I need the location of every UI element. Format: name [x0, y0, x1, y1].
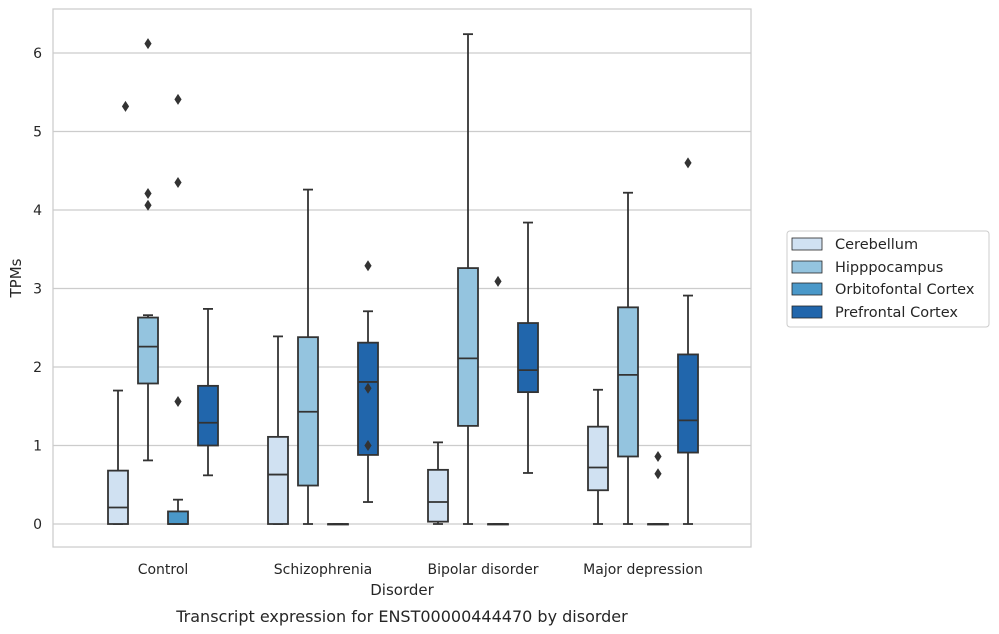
x-tick-label-major-depression: Major depression: [583, 562, 703, 578]
y-tick-labels: 0 1 2 3 4 5 6: [33, 46, 42, 533]
x-tick-label-control: Control: [138, 562, 189, 578]
box-bipolar-disorder-prefrontal-cortex-iqr: [517, 322, 539, 394]
grid-layer: [53, 52, 751, 525]
box-control-hipppocampus-flier-1: [144, 188, 152, 200]
box-control-hipppocampus-flier-2: [144, 38, 152, 50]
y-tick-label-6: 6: [33, 46, 42, 62]
box-schizophrenia-hipppocampus: [297, 188, 319, 525]
box-schizophrenia-cerebellum: [267, 335, 289, 525]
box-schizophrenia-cerebellum-iqr: [267, 435, 289, 525]
x-axis-title: Disorder: [370, 581, 434, 599]
box-control-hipppocampus-iqr: [137, 316, 159, 385]
box-control-hipppocampus: [137, 38, 159, 462]
box-major-depression-prefrontal-cortex-flier-0: [684, 157, 692, 169]
box-schizophrenia-prefrontal-cortex-flier-2: [364, 260, 372, 272]
box-control-orbitofontal-cortex-flier-1: [174, 177, 182, 189]
box-major-depression-cerebellum-iqr: [587, 425, 609, 492]
box-bipolar-disorder-hipppocampus: [457, 33, 479, 525]
legend-label-hipppocampus: Hipppocampus: [835, 260, 943, 276]
box-major-depression-orbitofontal-cortex-flier-1: [654, 450, 662, 462]
box-schizophrenia-prefrontal-cortex-iqr: [357, 341, 379, 456]
legend-frame: [786, 230, 990, 328]
box-major-depression-cerebellum: [587, 388, 609, 525]
legend-label-cerebellum: Cerebellum: [835, 237, 918, 253]
x-tick-label-bipolar-disorder: Bipolar disorder: [427, 562, 538, 578]
box-bipolar-disorder-hipppocampus-iqr: [457, 267, 479, 427]
box-major-depression-hipppocampus: [617, 191, 639, 525]
y-tick-label-4: 4: [33, 203, 42, 219]
box-schizophrenia-prefrontal-cortex: [357, 260, 379, 503]
box-control-cerebellum-iqr: [107, 469, 129, 525]
box-bipolar-disorder-cerebellum-iqr: [427, 468, 449, 523]
box-major-depression-orbitofontal-cortex-flier-0: [654, 468, 662, 480]
legend-swatch-hipppocampus: [791, 260, 823, 274]
box-control-orbitofontal-cortex-iqr: [167, 510, 189, 525]
box-control-orbitofontal-cortex-flier-0: [174, 396, 182, 408]
box-control-cerebellum: [107, 389, 129, 525]
legend-swatch-prefrontal-cortex: [791, 305, 823, 319]
box-control-prefrontal-cortex: [197, 308, 219, 477]
y-axis-title: TPMs: [7, 258, 25, 298]
box-major-depression-hipppocampus-iqr: [617, 306, 639, 458]
plot-frame: [52, 8, 752, 548]
box-bipolar-disorder-prefrontal-cortex: [517, 221, 539, 474]
y-tick-label-0: 0: [33, 517, 42, 533]
box-bipolar-disorder-cerebellum: [427, 441, 449, 525]
marks-layer: [107, 33, 699, 526]
legend-label-orbitofontal-cortex: Orbitofontal Cortex: [835, 282, 975, 298]
y-tick-label-1: 1: [33, 439, 42, 455]
box-control-hipppocampus-flier-0: [144, 199, 152, 211]
y-tick-label-2: 2: [33, 360, 42, 376]
box-major-depression-orbitofontal-cortex: [647, 450, 669, 526]
box-control-orbitofontal-cortex: [167, 93, 189, 525]
box-schizophrenia-prefrontal-cortex-flier-1: [364, 382, 372, 394]
extra-flier-0: [121, 100, 130, 112]
box-control-prefrontal-cortex-iqr: [197, 384, 219, 447]
box-bipolar-disorder-orbitofontal-cortex-flier-0: [494, 275, 502, 287]
box-control-orbitofontal-cortex-flier-2: [174, 93, 182, 105]
y-tick-label-5: 5: [33, 125, 42, 141]
box-schizophrenia-orbitofontal-cortex: [327, 523, 349, 526]
x-tick-labels: Control Schizophrenia Bipolar disorder Majo…: [138, 562, 703, 578]
x-tick-label-schizophrenia: Schizophrenia: [274, 562, 372, 578]
legend-swatch-orbitofontal-cortex: [791, 282, 823, 296]
legend-label-prefrontal-cortex: Prefrontal Cortex: [835, 305, 958, 321]
box-major-depression-prefrontal-cortex-iqr: [677, 353, 699, 454]
legend: Cerebellum Hipppocampus Orbitofontal Cor…: [786, 230, 990, 328]
legend-swatch-cerebellum: [791, 237, 823, 251]
y-tick-label-3: 3: [33, 282, 42, 298]
box-schizophrenia-prefrontal-cortex-flier-0: [364, 440, 372, 451]
box-major-depression-prefrontal-cortex: [677, 157, 699, 525]
box-bipolar-disorder-orbitofontal-cortex: [487, 275, 509, 526]
chart-caption: Transcript expression for ENST0000044447…: [175, 607, 628, 626]
